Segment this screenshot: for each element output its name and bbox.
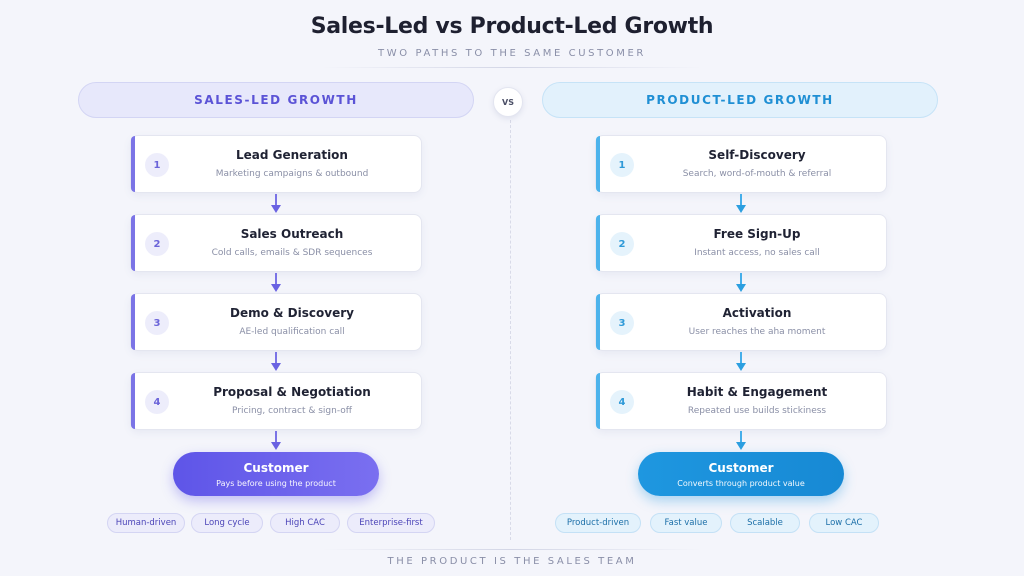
outcome-description: Pays before using the product (216, 478, 336, 488)
sales-tag: Long cycle (191, 513, 263, 533)
step-number: 1 (610, 153, 634, 177)
step-title: Proposal & Negotiation (213, 385, 371, 399)
step-description: Marketing campaigns & outbound (215, 169, 369, 179)
vs-badge: VS (493, 87, 523, 117)
step-title: Free Sign-Up (713, 227, 801, 241)
sales-step-card: 2 Sales Outreach Cold calls, emails & SD… (130, 214, 422, 272)
step-number: 4 (610, 390, 634, 414)
footer-divider (322, 549, 702, 550)
step-title: Habit & Engagement (686, 385, 828, 399)
product-tag: Product-driven (555, 513, 641, 533)
card-accent-bar (596, 294, 600, 350)
card-accent-bar (596, 373, 600, 429)
product-step-card: 2 Free Sign-Up Instant access, no sales … (595, 214, 887, 272)
product-tag: Low CAC (809, 513, 879, 533)
page-subtitle: TWO PATHS TO THE SAME CUSTOMER (378, 48, 646, 59)
sales-customer-outcome: Customer Pays before using the product (173, 452, 379, 496)
card-accent-bar (131, 215, 135, 271)
center-divider (510, 120, 511, 540)
title-divider (322, 67, 702, 68)
step-number: 4 (145, 390, 169, 414)
outcome-description: Converts through product value (677, 478, 805, 488)
step-title: Activation (722, 306, 792, 320)
down-arrow-icon (271, 273, 281, 293)
card-accent-bar (131, 294, 135, 350)
card-accent-bar (596, 136, 600, 192)
card-accent-bar (596, 215, 600, 271)
down-arrow-icon (736, 194, 746, 214)
product-tag: Fast value (650, 513, 722, 533)
down-arrow-icon (736, 273, 746, 293)
step-number: 1 (145, 153, 169, 177)
sales-step-card: 1 Lead Generation Marketing campaigns & … (130, 135, 422, 193)
down-arrow-icon (736, 431, 746, 451)
sales-step-card: 3 Demo & Discovery AE-led qualification … (130, 293, 422, 351)
outcome-title: Customer (708, 460, 774, 475)
down-arrow-icon (271, 431, 281, 451)
step-number: 2 (145, 232, 169, 256)
step-title: Sales Outreach (240, 227, 344, 241)
product-customer-outcome: Customer Converts through product value (638, 452, 844, 496)
product-step-card: 1 Self-Discovery Search, word-of-mouth &… (595, 135, 887, 193)
step-description: Instant access, no sales call (694, 248, 820, 258)
down-arrow-icon (736, 352, 746, 372)
step-description: Cold calls, emails & SDR sequences (211, 248, 373, 258)
product-tag: Scalable (730, 513, 800, 533)
down-arrow-icon (271, 194, 281, 214)
step-description: Search, word-of-mouth & referral (682, 169, 832, 179)
sales-step-card: 4 Proposal & Negotiation Pricing, contra… (130, 372, 422, 430)
step-title: Lead Generation (236, 148, 348, 162)
step-number: 3 (610, 311, 634, 335)
step-description: User reaches the aha moment (688, 327, 826, 337)
product-step-card: 4 Habit & Engagement Repeated use builds… (595, 372, 887, 430)
step-number: 2 (610, 232, 634, 256)
step-description: Pricing, contract & sign-off (232, 406, 352, 416)
product-step-card: 3 Activation User reaches the aha moment (595, 293, 887, 351)
step-title: Self-Discovery (708, 148, 806, 162)
down-arrow-icon (271, 352, 281, 372)
footer-tagline: THE PRODUCT IS THE SALES TEAM (387, 556, 637, 567)
step-description: AE-led qualification call (239, 327, 345, 337)
outcome-title: Customer (243, 460, 309, 475)
step-description: Repeated use builds stickiness (687, 406, 827, 416)
page-title: Sales-Led vs Product-Led Growth (310, 14, 714, 39)
step-title: Demo & Discovery (230, 306, 354, 320)
sales-led-header: SALES-LED GROWTH (78, 82, 474, 118)
sales-tag: High CAC (270, 513, 340, 533)
card-accent-bar (131, 373, 135, 429)
card-accent-bar (131, 136, 135, 192)
sales-tag: Human-driven (107, 513, 185, 533)
product-led-header: PRODUCT-LED GROWTH (542, 82, 938, 118)
sales-tag: Enterprise-first (347, 513, 435, 533)
step-number: 3 (145, 311, 169, 335)
